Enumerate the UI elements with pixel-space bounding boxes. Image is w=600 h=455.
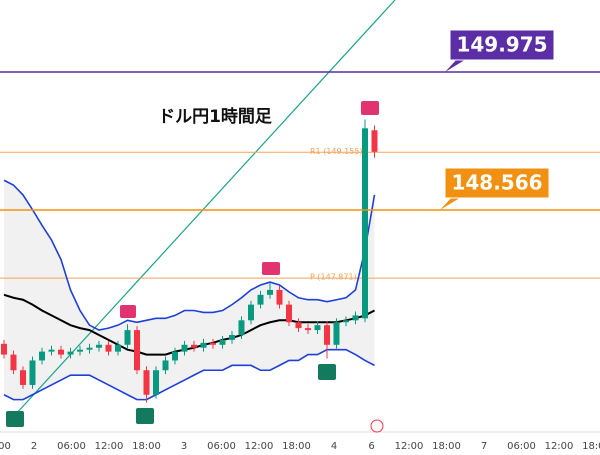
candle-body [314,325,321,331]
candle-body [305,328,311,331]
candle-body [162,360,169,371]
x-tick-label: 12:00 [395,441,424,452]
candle-body [191,344,197,348]
x-tick-label: 06:00 [207,441,236,452]
candle-body [343,320,349,323]
candle-body [86,347,93,350]
candle-body [124,330,131,345]
candle-body [58,349,64,355]
candle-body [238,320,245,335]
candle-body [210,342,216,345]
candle-body [200,342,207,348]
candle-body [229,334,235,340]
candle-body [286,304,292,323]
candle-body [48,349,55,352]
candle-body [267,289,273,295]
candle-body [134,330,140,371]
tag-pointer [440,196,463,211]
candle-body [362,128,368,319]
indicator-line [3,293,375,356]
x-tick-label: 12:00 [245,441,274,452]
price-tag-label: 149.975 [456,32,547,56]
x-tick-label: 06:00 [57,441,86,452]
candle-body [105,344,112,352]
x-tick-label: 06:00 [507,441,536,452]
candle-body [352,315,359,321]
candle-body [1,343,7,355]
candle-body [276,289,283,305]
price-tag [449,29,555,61]
candle-body [143,370,150,395]
candle-body [333,322,340,345]
x-tick-label: 3 [181,441,187,452]
marker [6,101,379,427]
candle-body [67,351,74,355]
indicator-line [3,348,375,401]
candle-body [371,130,378,152]
candle-body [295,322,302,329]
x-tick-label: 18:00 [582,441,600,452]
indicator-line [3,179,376,331]
x-tick-label: 7 [481,441,487,452]
x-tick-label: 12:00 [545,441,574,452]
candle-body [39,351,45,361]
candle-body [77,349,83,352]
x-tick-label: 00 [0,441,11,452]
x-tick-label: 6 [368,441,374,452]
alert-icon[interactable] [370,419,384,433]
candle-body [29,360,36,385]
candle-body [96,344,102,348]
chart-title: ドル円1時間足 [158,106,272,127]
candle-body [10,354,17,371]
candle-body [181,344,188,352]
candle-body [219,339,226,345]
x-tick-label: 18:00 [132,441,161,452]
candle-body [257,294,264,305]
candle-body [172,351,178,361]
candle-body [115,344,121,352]
x-tick-label: 18:00 [282,441,311,452]
x-tick-label: 4 [331,441,337,452]
price-tag-label: 148.566 [451,171,542,195]
x-tick-label: 2 [31,441,37,452]
pivot-label: R1 (149.155) [310,147,363,156]
tag-pointer [445,57,468,72]
candle-body [324,325,330,345]
x-tick-label: 18:00 [432,441,461,452]
candle-body [153,370,159,395]
x-tick-label: 12:00 [95,441,124,452]
candle-body [248,304,254,321]
candle-body [20,370,26,385]
pivot-label: P (147.871) [310,273,357,282]
price-tag [444,167,550,199]
trend-line [14,0,396,416]
